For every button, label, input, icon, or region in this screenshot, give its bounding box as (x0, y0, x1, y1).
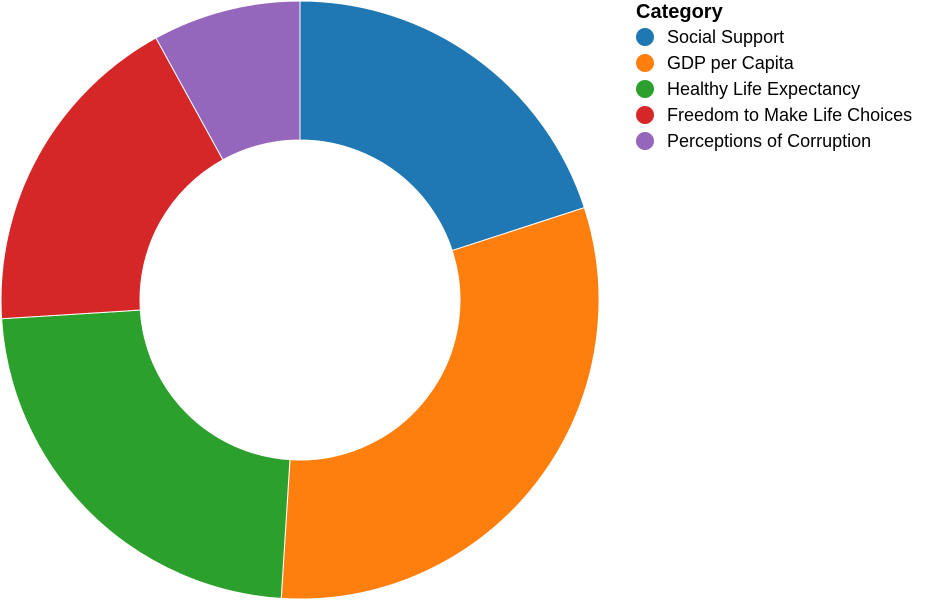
legend-label: Healthy Life Expectancy (667, 78, 861, 99)
slice-healthy-life-expectancy (1, 309, 291, 599)
slice-social-support (299, 0, 585, 252)
legend-item-social-support: Social Support (636, 24, 912, 50)
legend-item-perceptions-of-corruption: Perceptions of Corruption (636, 128, 912, 154)
legend-items: Social Support GDP per Capita Healthy Life… (636, 24, 912, 154)
slice-perceptions-of-corruption (155, 0, 301, 161)
donut-chart (0, 0, 600, 600)
legend-label: Freedom to Make Life Choices (667, 104, 913, 125)
legend-label: GDP per Capita (667, 52, 794, 73)
legend-label: Perceptions of Corruption (667, 130, 872, 151)
legend-item-gdp-per-capita: GDP per Capita (636, 50, 912, 76)
legend-swatch (636, 54, 654, 72)
legend-swatch (636, 106, 654, 124)
slice-gdp-per-capita (280, 206, 600, 600)
slice-freedom-to-make-life-choices (0, 37, 224, 320)
legend-swatch (636, 28, 654, 46)
legend-title: Category (636, 1, 723, 23)
legend: Category Social Support GDP per Capita Hea… (636, 0, 912, 154)
legend-item-healthy-life-expectancy: Healthy Life Expectancy (636, 76, 912, 102)
legend-swatch (636, 132, 654, 150)
legend-swatch (636, 80, 654, 98)
legend-item-freedom-to-make-life-choices: Freedom to Make Life Choices (636, 102, 912, 128)
legend-label: Social Support (667, 26, 785, 47)
